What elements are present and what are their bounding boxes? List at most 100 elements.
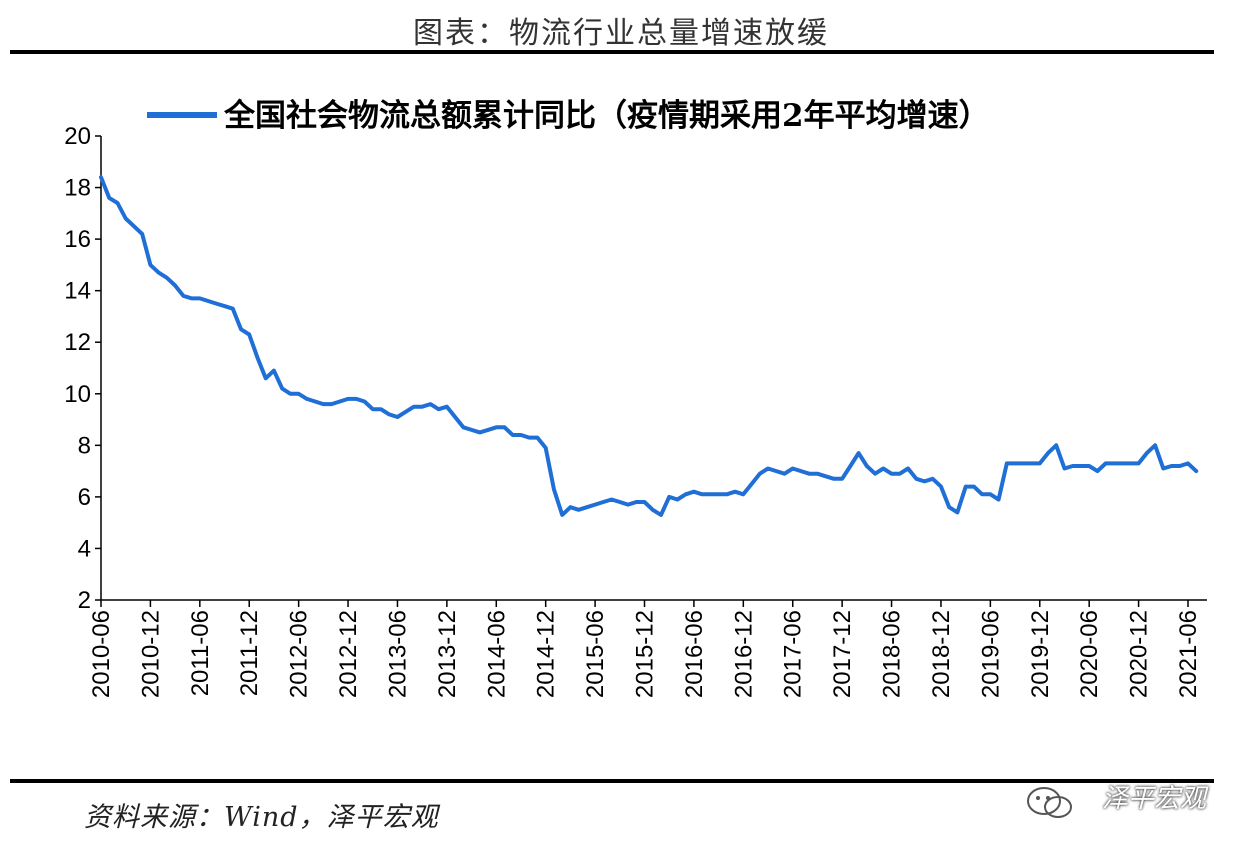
data-point	[816, 472, 819, 475]
data-point	[511, 433, 514, 437]
x-tick-label: 2020-12	[1126, 610, 1153, 698]
data-point	[1195, 469, 1198, 473]
data-point	[330, 402, 333, 406]
data-point	[231, 307, 234, 310]
data-point	[503, 426, 506, 429]
data-point	[635, 500, 638, 504]
data-point	[281, 387, 284, 390]
data-point	[1079, 464, 1083, 468]
data-point	[717, 493, 720, 496]
data-point	[643, 500, 646, 504]
series-line	[99, 175, 1199, 517]
x-tick-label: 2011-06	[187, 610, 214, 696]
y-tick-label: 18	[64, 175, 91, 202]
data-point	[1022, 462, 1025, 465]
data-point	[799, 469, 803, 473]
data-point	[355, 397, 358, 401]
data-point	[305, 397, 309, 401]
data-point	[1153, 444, 1157, 447]
y-tick-label: 16	[64, 226, 91, 253]
top-rule	[10, 50, 1214, 54]
y-tick-label: 2	[78, 587, 91, 614]
data-point	[429, 402, 432, 406]
x-tick-label: 2016-12	[730, 610, 757, 698]
x-tick-label: 2011-12	[236, 610, 263, 696]
data-point	[206, 299, 210, 303]
data-point	[223, 304, 226, 308]
data-point	[997, 498, 1000, 501]
data-point	[313, 400, 317, 403]
data-point	[412, 405, 416, 408]
x-tick-label: 2015-12	[632, 610, 659, 698]
data-point	[890, 472, 893, 475]
data-point	[873, 472, 877, 475]
data-point	[404, 410, 407, 413]
data-point	[388, 413, 391, 416]
data-point	[832, 477, 836, 480]
data-point	[248, 333, 251, 336]
series-group	[99, 175, 1199, 517]
data-point	[585, 506, 589, 509]
x-axis-ticks: 2010-06 2010-12 2011-06 2011-12 2012-06 2012-…	[88, 600, 1202, 698]
source-note: 资料来源：Wind，泽平宏观	[84, 802, 439, 833]
x-tick-label: 2010-12	[137, 610, 164, 698]
data-point	[766, 467, 770, 470]
y-axis-ticks: 2 4 6 8 10 12 14 16 18 20	[64, 123, 101, 614]
x-tick-label: 2019-06	[977, 610, 1004, 698]
data-point	[733, 490, 737, 493]
data-point	[346, 397, 350, 401]
data-point	[437, 408, 440, 411]
data-point	[676, 498, 679, 501]
data-point	[989, 493, 992, 496]
data-point	[1046, 451, 1050, 455]
data-point	[536, 436, 539, 439]
y-tick-label: 12	[64, 329, 91, 356]
data-point	[626, 503, 630, 506]
y-tick-label: 20	[64, 123, 91, 150]
data-point	[1129, 462, 1132, 465]
data-point	[272, 369, 276, 372]
data-point	[478, 431, 481, 434]
data-point	[1170, 464, 1173, 468]
x-tick-label: 2018-06	[879, 610, 906, 698]
data-point	[544, 446, 547, 450]
data-point	[668, 495, 671, 499]
data-point	[1096, 469, 1099, 473]
data-point	[898, 472, 901, 475]
data-point	[198, 297, 201, 300]
data-point	[182, 294, 185, 297]
x-tick-label: 2014-12	[533, 610, 560, 698]
data-point	[99, 176, 103, 179]
bottom-rule	[10, 779, 1214, 783]
data-point	[289, 392, 292, 395]
data-point	[610, 498, 613, 501]
data-point	[528, 436, 531, 439]
y-tick-label: 4	[78, 535, 91, 562]
data-point	[684, 493, 687, 496]
data-point	[1112, 462, 1116, 465]
data-point	[132, 225, 136, 228]
data-point	[906, 467, 910, 470]
data-point	[157, 271, 160, 274]
data-point	[486, 428, 490, 432]
data-point	[561, 513, 564, 517]
y-tick-label: 6	[78, 484, 91, 511]
watermark-text: 泽平宏观	[1101, 784, 1206, 814]
data-point	[462, 426, 465, 429]
data-point	[602, 500, 605, 504]
data-point	[569, 506, 572, 509]
x-tick-label: 2021-06	[1175, 610, 1202, 698]
x-tick-label: 2020-06	[1076, 610, 1103, 698]
x-tick-label: 2013-12	[434, 610, 461, 698]
data-point	[1178, 464, 1182, 468]
data-point	[709, 493, 712, 496]
data-point	[190, 297, 193, 300]
data-point	[725, 493, 728, 496]
y-tick-label: 14	[64, 278, 91, 305]
data-point	[1162, 467, 1165, 470]
data-point	[931, 477, 934, 480]
data-point	[1030, 462, 1033, 465]
x-tick-label: 2018-12	[928, 610, 955, 698]
x-tick-label: 2017-06	[780, 610, 807, 698]
data-point	[1088, 464, 1091, 468]
